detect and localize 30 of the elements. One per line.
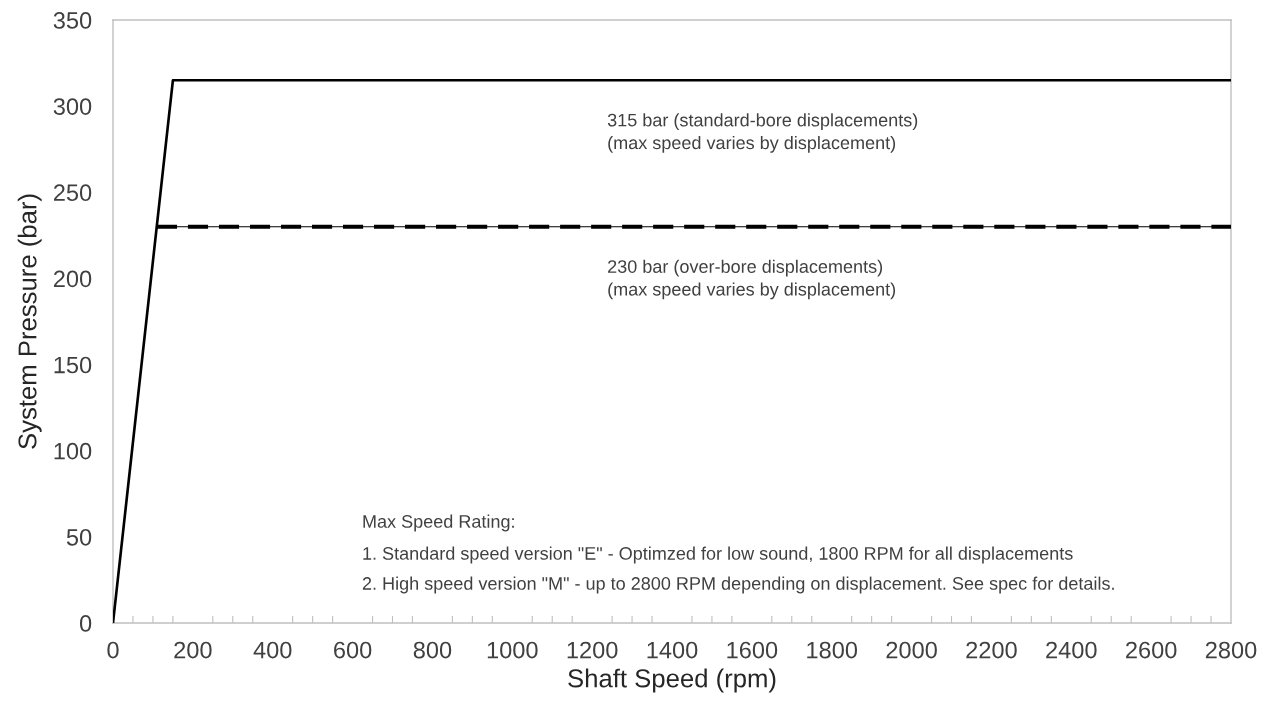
x-tick-label: 2400 — [1046, 641, 1097, 659]
x-tick-label: 1200 — [567, 641, 618, 659]
x-tick-label: 2200 — [966, 641, 1017, 659]
y-tick-label: 300 — [53, 98, 92, 115]
x-tick-label: 1000 — [487, 641, 538, 659]
y-tick-label: 200 — [53, 270, 92, 288]
y-tick-label: 150 — [54, 356, 92, 374]
annotation: 2. High speed version "M" - up to 2800 RPM depending on displacement. See spec for details. — [362, 576, 1114, 594]
x-tick-label: 2600 — [1126, 641, 1177, 659]
annotation: Max Speed Rating: — [363, 514, 514, 532]
annotation: 230 bar (over-bore displacements) (max speed varies by displacement) — [608, 259, 896, 300]
x-tick-label: 800 — [413, 641, 452, 659]
x-tick-label: 200 — [174, 641, 212, 659]
x-tick-label: 400 — [253, 641, 292, 659]
x-tick-label: 1400 — [647, 641, 698, 659]
y-tick-label: 250 — [53, 184, 92, 202]
y-tick-label: 350 — [53, 12, 92, 29]
x-tick-label: 2800 — [1205, 641, 1257, 659]
y-tick-label: 50 — [66, 528, 92, 546]
y-tick-label: 100 — [54, 442, 92, 460]
x-tick-label: 600 — [334, 641, 372, 659]
x-tick-label: 0 — [107, 641, 119, 659]
y-axis-title: System Pressure (bar) — [17, 194, 42, 449]
x-tick-label: 1800 — [807, 641, 858, 659]
x-axis-title: Shaft Speed (rpm) — [568, 668, 776, 693]
x-tick-label: 2000 — [886, 641, 937, 659]
annotation: 315 bar (standard-bore displacements) (max speed varies by displacement) — [607, 113, 918, 153]
y-tick-label: 0 — [79, 615, 92, 632]
x-tick-label: 1600 — [727, 641, 778, 659]
annotation: 1. Standard speed version "E" - Optimzed for low sound, 1800 RPM for all displacements — [363, 546, 1073, 564]
